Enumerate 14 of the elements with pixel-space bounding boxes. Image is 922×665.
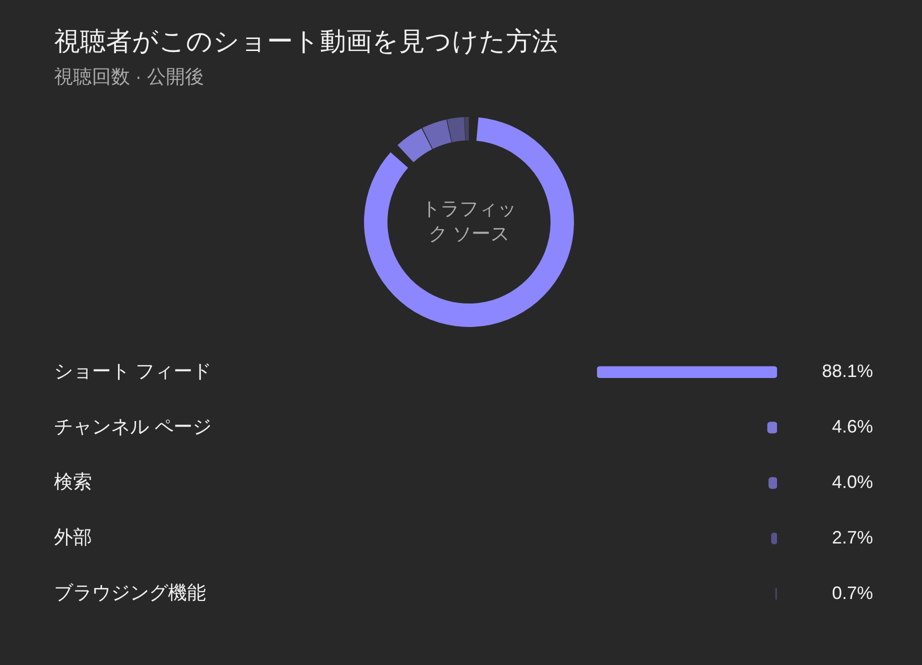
y-tick-label: 検索 bbox=[54, 472, 92, 494]
chart-title: 視聴者がこのショート動画を見つけた方法 bbox=[54, 25, 558, 58]
y-tick-label: チャンネル ページ bbox=[54, 416, 212, 438]
text: 視聴回数 · 公開後 bbox=[54, 66, 204, 90]
y-tick-label: ブラウジング機能 bbox=[54, 583, 206, 604]
data-label: 0.7% bbox=[832, 582, 873, 603]
data-label: 4.6% bbox=[832, 416, 873, 437]
bar bbox=[597, 366, 777, 378]
y-tick-label: 外部 bbox=[54, 526, 92, 549]
y-tick-label: ショート フィード bbox=[54, 361, 212, 382]
text: トラフィック ソース bbox=[420, 198, 518, 247]
data-label: 4.0% bbox=[832, 472, 873, 492]
data-label: 88.1% bbox=[822, 361, 873, 382]
data-label: 2.7% bbox=[832, 527, 873, 548]
